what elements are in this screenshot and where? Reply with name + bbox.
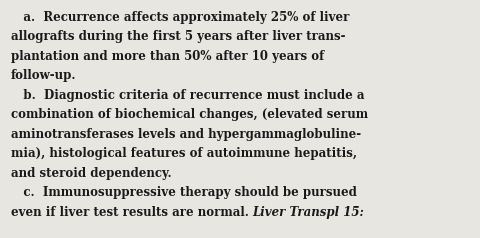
Text: a.  Recurrence affects approximately 25% of liver: a. Recurrence affects approximately 25% … [11, 11, 349, 24]
Text: combination of biochemical changes, (elevated serum: combination of biochemical changes, (ele… [11, 108, 368, 121]
Text: even if liver test results are normal.: even if liver test results are normal. [11, 206, 252, 219]
Text: mia), histological features of autoimmune hepatitis,: mia), histological features of autoimmun… [11, 147, 357, 160]
Text: aminotransferases levels and hypergammaglobuline-: aminotransferases levels and hypergammag… [11, 128, 360, 141]
Text: and steroid dependency.: and steroid dependency. [11, 167, 171, 180]
Text: plantation and more than 50% after 10 years of: plantation and more than 50% after 10 ye… [11, 50, 324, 63]
Text: c.  Immunosuppressive therapy should be pursued: c. Immunosuppressive therapy should be p… [11, 186, 357, 199]
Text: b.  Diagnostic criteria of recurrence must include a: b. Diagnostic criteria of recurrence mus… [11, 89, 364, 102]
Text: Liver Transpl 15:: Liver Transpl 15: [252, 206, 364, 219]
Text: allografts during the first 5 years after liver trans-: allografts during the first 5 years afte… [11, 30, 345, 43]
Text: follow-up.: follow-up. [11, 69, 76, 82]
